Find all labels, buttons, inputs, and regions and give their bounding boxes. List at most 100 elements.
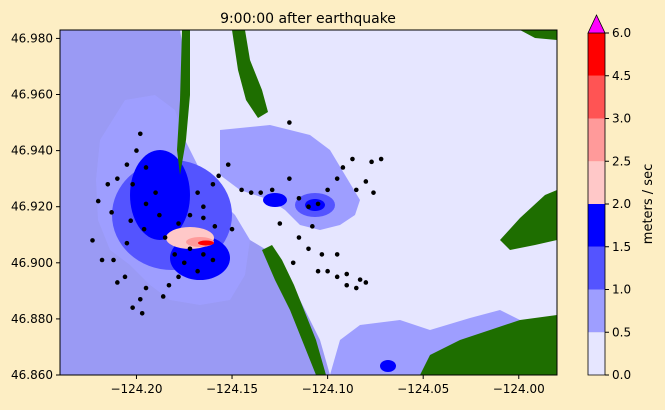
y-tick-label: 46.880: [11, 312, 53, 326]
land-north-spit: [177, 30, 190, 175]
gauge-marker: [334, 252, 340, 257]
x-tick-label: −124.20: [110, 382, 162, 396]
chart-title: 9:00:00 after earthquake: [220, 11, 396, 27]
gauge-marker: [109, 210, 114, 215]
gauge-marker: [287, 176, 292, 181]
strong-current-core: [130, 150, 190, 240]
gauge-marker: [115, 176, 120, 181]
gauge-marker: [225, 162, 231, 167]
gauge-marker: [157, 212, 162, 218]
land-southeast: [420, 315, 557, 375]
gauge-marker: [229, 226, 235, 232]
colorbar-segment: [588, 33, 605, 76]
gauge-marker: [290, 260, 296, 266]
colorbar-segment: [588, 75, 605, 119]
gauge-marker: [310, 224, 315, 229]
gauge-marker: [306, 204, 311, 210]
y-tick-label: 46.860: [11, 368, 53, 382]
plot-area: [60, 30, 557, 375]
gauge-marker: [325, 268, 330, 274]
gauge-marker: [296, 195, 302, 201]
gauge-marker: [139, 310, 145, 316]
gauge-marker: [306, 246, 311, 252]
gauge-marker: [115, 280, 120, 285]
gauge-marker: [212, 224, 218, 229]
colorbar-segment: [588, 204, 605, 247]
gauge-marker: [210, 181, 216, 187]
gauge-marker: [248, 190, 254, 195]
gauge-marker: [340, 165, 346, 170]
gauge-marker: [344, 271, 350, 277]
colorbar-tick-label: 4.5: [612, 69, 631, 83]
gauge-marker: [258, 190, 264, 195]
y-axis-ticks: 46.860 46.880 46.900 46.920 46.940 46.960 46.9…: [11, 31, 60, 382]
colorbar: 0.0 0.5 1.0 1.5 2.0 2.5 3.0 4.5 6.0: [587, 14, 631, 382]
gauge-marker: [277, 221, 283, 226]
colorbar-label: meters / sec: [641, 164, 656, 244]
gauge-marker: [124, 162, 130, 167]
gauge-marker: [334, 176, 340, 181]
gauge-marker: [187, 246, 193, 252]
gauge-marker: [315, 201, 321, 207]
colorbar-segment: [588, 246, 605, 290]
x-tick-label: −124.05: [397, 382, 449, 396]
gauge-marker: [162, 235, 168, 240]
gauge-marker: [137, 131, 143, 137]
gauge-marker: [141, 226, 147, 232]
gauge-marker: [122, 274, 128, 280]
y-tick-label: 46.900: [11, 256, 53, 270]
land-northeast: [520, 30, 557, 40]
gauge-marker: [195, 190, 200, 195]
gauge-marker: [181, 260, 187, 266]
gauge-marker: [363, 280, 369, 285]
gauge-marker: [153, 190, 158, 195]
gauge-marker: [128, 218, 134, 224]
gauge-marker: [134, 148, 139, 153]
y-tick-label: 46.920: [11, 200, 53, 214]
colorbar-segment: [588, 161, 605, 204]
gauge-marker: [357, 277, 363, 282]
gauge-marker: [369, 159, 374, 165]
colorbar-segment: [588, 118, 605, 162]
y-tick-label: 46.980: [11, 31, 53, 45]
gauge-marker: [172, 252, 177, 257]
gauge-marker: [137, 296, 143, 302]
gauge-marker: [353, 187, 359, 193]
gauge-marker: [371, 190, 376, 195]
gauge-marker: [269, 187, 275, 193]
gauge-marker: [315, 268, 321, 274]
gauge-marker: [363, 179, 369, 184]
colorbar-tick-label: 2.5: [612, 154, 631, 168]
x-tick-label: −124.00: [493, 382, 545, 396]
colorbar-tick-label: 2.0: [612, 197, 631, 211]
land-south-spit: [262, 245, 326, 375]
gauge-marker: [296, 235, 302, 240]
x-tick-label: −124.10: [302, 382, 354, 396]
gauge-marker: [201, 204, 206, 210]
gauge-marker: [99, 257, 105, 263]
gauge-markers: [90, 120, 384, 316]
gauge-marker: [350, 156, 355, 162]
gauge-marker: [239, 187, 244, 193]
gauge-marker: [90, 238, 95, 243]
colorbar-tick-label: 3.0: [612, 112, 631, 126]
y-tick-label: 46.940: [11, 144, 53, 158]
gauge-marker: [176, 274, 181, 280]
gauge-marker: [201, 252, 206, 257]
plot-frame: [59, 29, 558, 376]
gauge-marker: [378, 156, 384, 162]
colorbar-tick-label: 1.0: [612, 283, 631, 297]
gauge-marker: [143, 165, 149, 170]
gauge-marker: [95, 198, 101, 204]
gauge-marker: [130, 181, 135, 187]
gauge-marker: [210, 257, 216, 263]
y-tick-label: 46.960: [11, 88, 53, 102]
peak-speed-zone: [198, 240, 214, 246]
land-north-ridge: [232, 30, 268, 118]
gauge-marker: [195, 268, 200, 274]
colorbar-segment: [588, 289, 605, 333]
gauge-marker: [124, 240, 130, 246]
colorbar-segment: [588, 332, 605, 375]
colorbar-tick-label: 0.0: [612, 368, 631, 382]
x-tick-label: −124.15: [206, 382, 258, 396]
